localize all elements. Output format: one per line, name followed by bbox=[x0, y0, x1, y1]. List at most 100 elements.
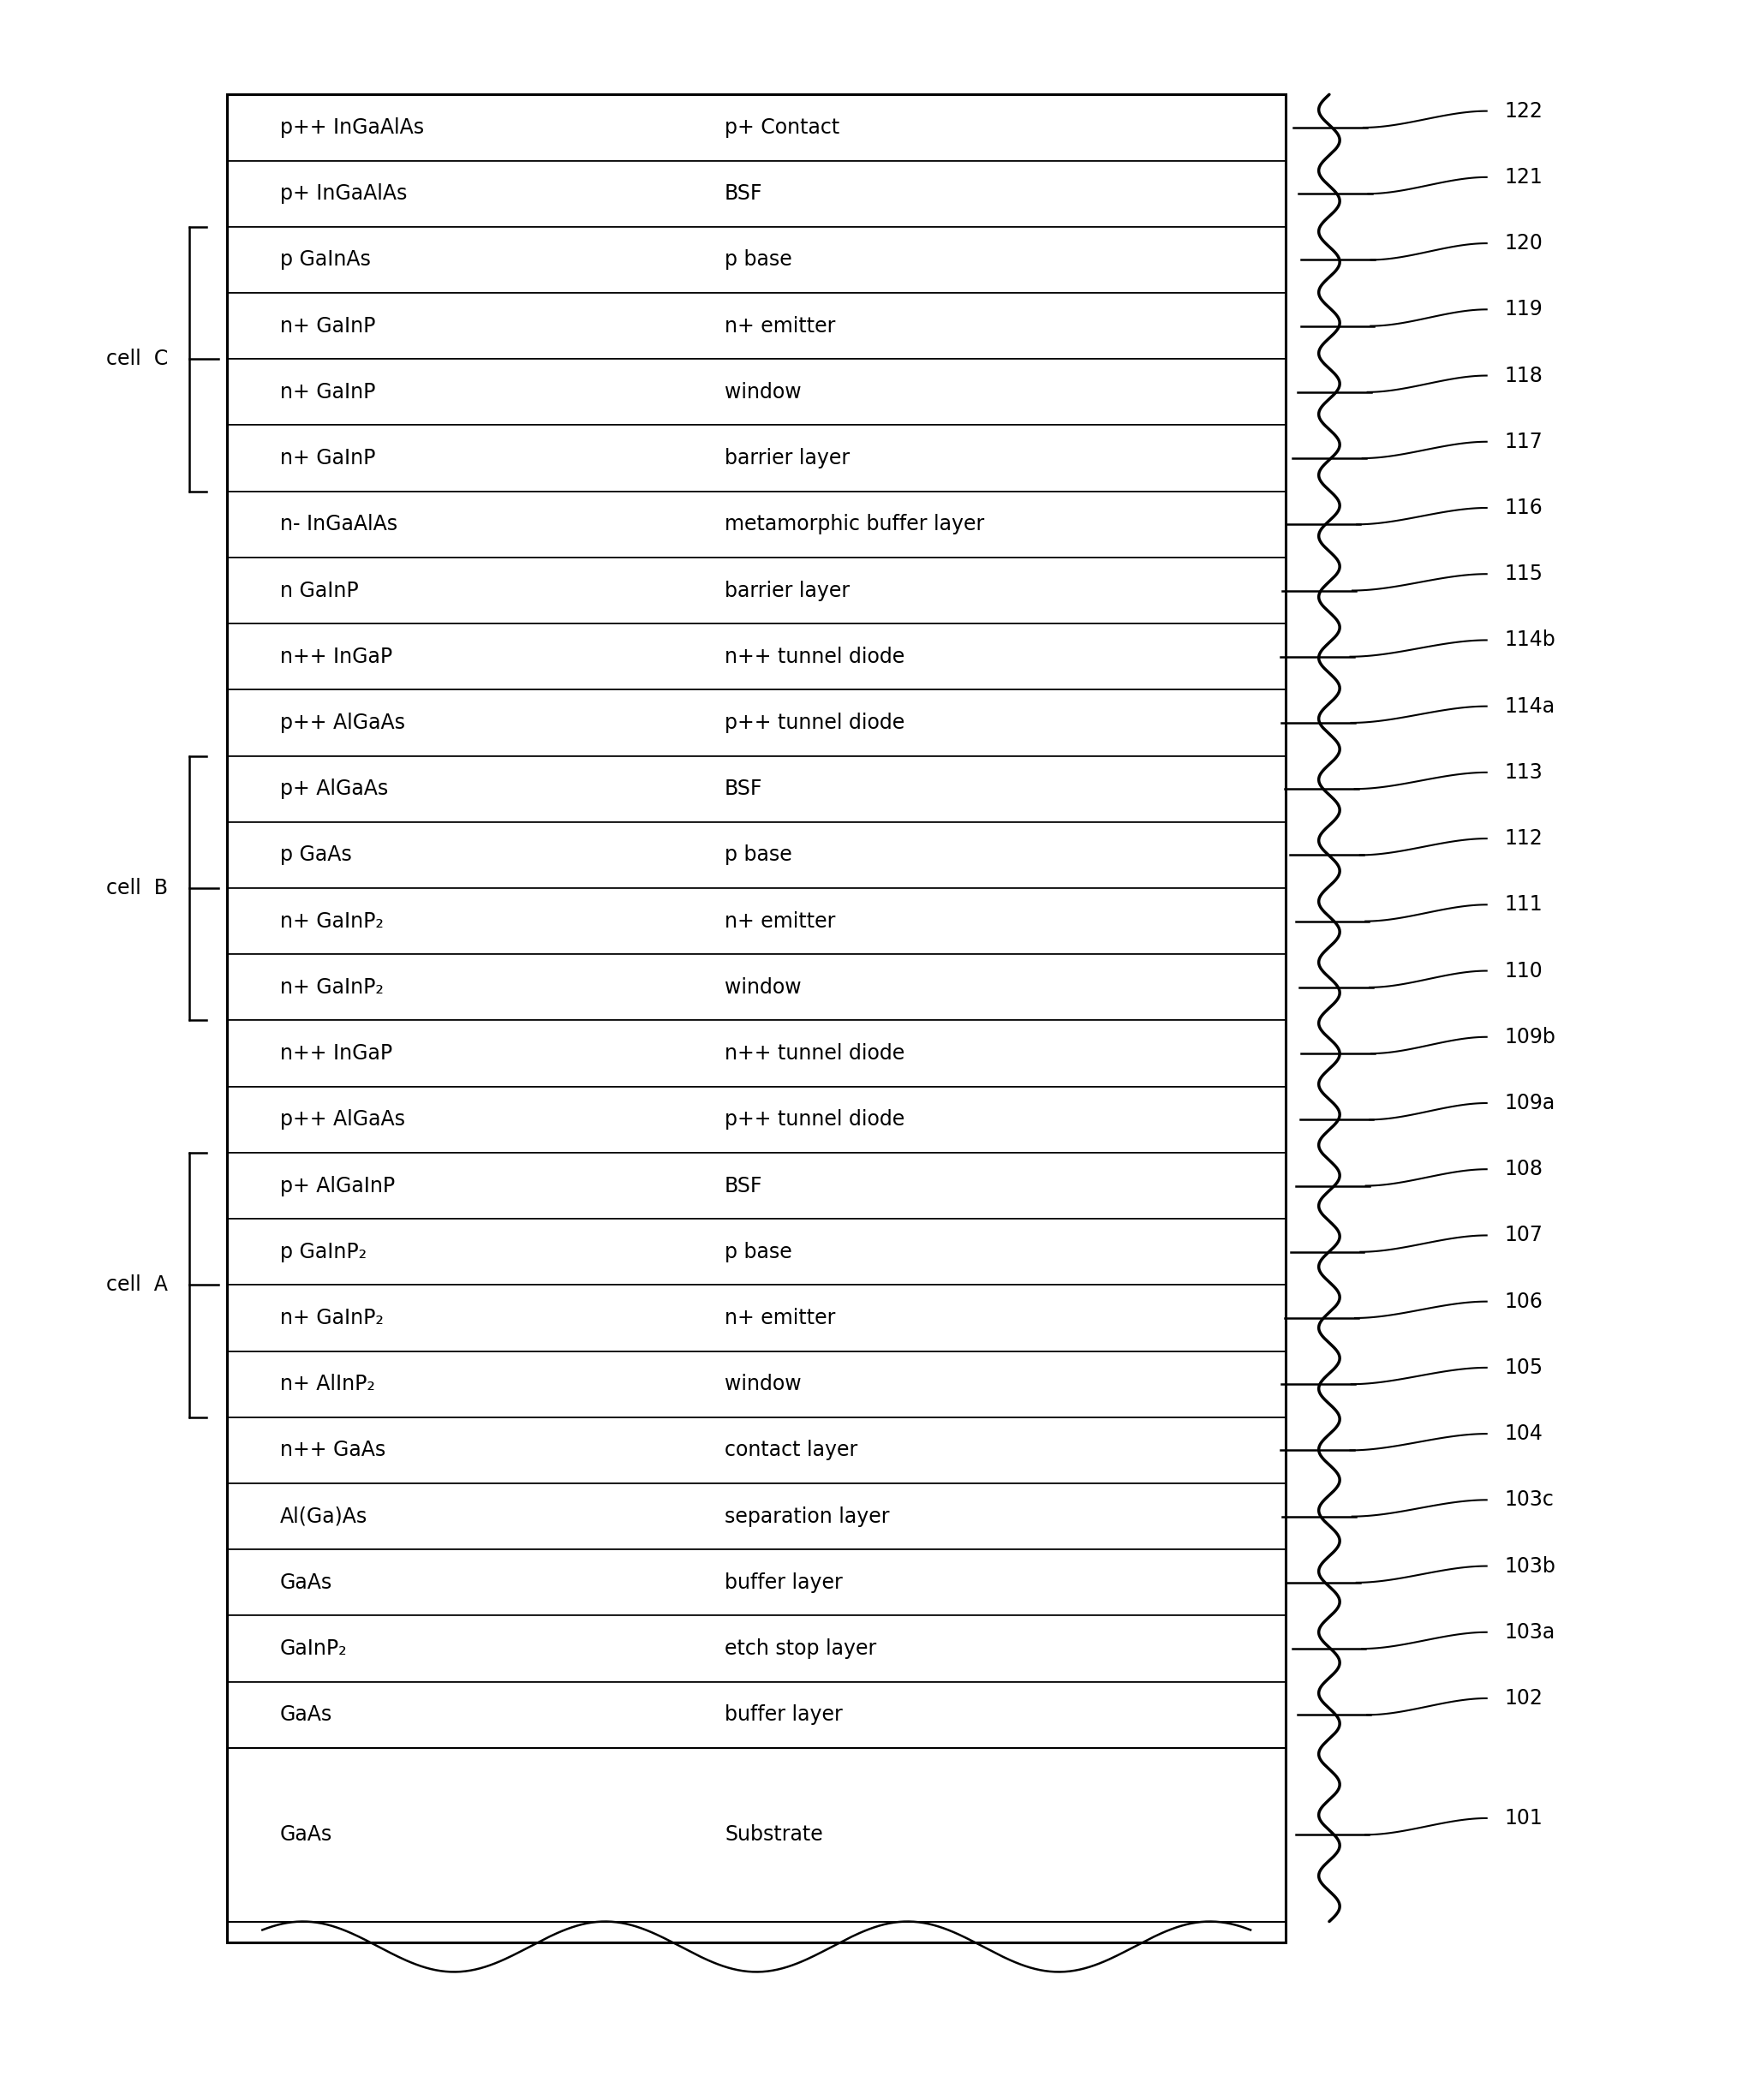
Bar bbox=[227, 557, 1286, 624]
Text: 107: 107 bbox=[1504, 1224, 1543, 1245]
Text: 114a: 114a bbox=[1504, 695, 1555, 716]
Text: 111: 111 bbox=[1504, 895, 1543, 916]
Text: window: window bbox=[724, 1373, 801, 1394]
Text: n++ tunnel diode: n++ tunnel diode bbox=[724, 647, 904, 668]
Text: p GaAs: p GaAs bbox=[280, 844, 352, 865]
Bar bbox=[227, 94, 1286, 1943]
Text: p base: p base bbox=[724, 844, 792, 865]
Bar bbox=[227, 1285, 1286, 1350]
Bar bbox=[227, 160, 1286, 227]
Text: p++ tunnel diode: p++ tunnel diode bbox=[724, 1109, 904, 1130]
Bar bbox=[227, 1682, 1286, 1747]
Text: BSF: BSF bbox=[724, 1176, 763, 1197]
Text: n+ emitter: n+ emitter bbox=[724, 315, 836, 336]
Text: n+ GaInP₂: n+ GaInP₂ bbox=[280, 977, 383, 998]
Bar bbox=[227, 491, 1286, 556]
Text: metamorphic buffer layer: metamorphic buffer layer bbox=[724, 514, 985, 536]
Bar bbox=[227, 1747, 1286, 1922]
Text: p+ AlGaInP: p+ AlGaInP bbox=[280, 1176, 395, 1197]
Bar bbox=[227, 624, 1286, 689]
Bar bbox=[227, 359, 1286, 424]
Text: n++ InGaP: n++ InGaP bbox=[280, 647, 392, 668]
Text: p GaInP₂: p GaInP₂ bbox=[280, 1241, 367, 1262]
Bar bbox=[227, 689, 1286, 756]
Text: n+ emitter: n+ emitter bbox=[724, 911, 836, 932]
Text: separation layer: separation layer bbox=[724, 1506, 890, 1527]
Bar bbox=[227, 1350, 1286, 1418]
Bar bbox=[227, 292, 1286, 359]
Bar bbox=[227, 821, 1286, 888]
Text: 109b: 109b bbox=[1504, 1027, 1555, 1048]
Text: 113: 113 bbox=[1504, 762, 1543, 783]
Text: buffer layer: buffer layer bbox=[724, 1705, 843, 1724]
Text: cell  C: cell C bbox=[107, 349, 168, 370]
Text: n+ GaInP: n+ GaInP bbox=[280, 315, 376, 336]
Text: 122: 122 bbox=[1504, 101, 1543, 122]
Text: n+ emitter: n+ emitter bbox=[724, 1308, 836, 1329]
Text: 102: 102 bbox=[1504, 1688, 1543, 1709]
Text: Al(Ga)As: Al(Ga)As bbox=[280, 1506, 367, 1527]
Text: 103b: 103b bbox=[1504, 1556, 1555, 1577]
Text: Substrate: Substrate bbox=[724, 1825, 824, 1846]
Text: n++ GaAs: n++ GaAs bbox=[280, 1441, 385, 1462]
Text: 106: 106 bbox=[1504, 1292, 1543, 1312]
Bar bbox=[227, 1615, 1286, 1682]
Bar bbox=[227, 888, 1286, 953]
Text: 103a: 103a bbox=[1504, 1621, 1555, 1642]
Text: 116: 116 bbox=[1504, 498, 1543, 519]
Text: GaAs: GaAs bbox=[280, 1573, 332, 1594]
Text: GaAs: GaAs bbox=[280, 1825, 332, 1846]
Text: 105: 105 bbox=[1504, 1357, 1543, 1378]
Text: cell  B: cell B bbox=[107, 878, 168, 899]
Text: window: window bbox=[724, 977, 801, 998]
Text: n+ GaInP₂: n+ GaInP₂ bbox=[280, 1308, 383, 1329]
Text: GaInP₂: GaInP₂ bbox=[280, 1638, 348, 1659]
Text: p+ AlGaAs: p+ AlGaAs bbox=[280, 779, 388, 800]
Text: 109a: 109a bbox=[1504, 1092, 1555, 1113]
Text: contact layer: contact layer bbox=[724, 1441, 857, 1462]
Text: p base: p base bbox=[724, 1241, 792, 1262]
Bar bbox=[227, 1086, 1286, 1153]
Text: n+ GaInP: n+ GaInP bbox=[280, 447, 376, 468]
Bar bbox=[227, 1550, 1286, 1615]
Bar bbox=[227, 1418, 1286, 1483]
Text: n+ GaInP: n+ GaInP bbox=[280, 382, 376, 403]
Text: p GaInAs: p GaInAs bbox=[280, 250, 371, 271]
Text: n+ GaInP₂: n+ GaInP₂ bbox=[280, 911, 383, 932]
Text: n- InGaAlAs: n- InGaAlAs bbox=[280, 514, 397, 536]
Text: barrier layer: barrier layer bbox=[724, 447, 850, 468]
Bar bbox=[227, 953, 1286, 1021]
Bar bbox=[227, 1483, 1286, 1550]
Text: 119: 119 bbox=[1504, 298, 1543, 319]
Text: window: window bbox=[724, 382, 801, 403]
Text: 120: 120 bbox=[1504, 233, 1543, 254]
Text: 115: 115 bbox=[1504, 563, 1543, 584]
Text: n++ InGaP: n++ InGaP bbox=[280, 1044, 392, 1065]
Text: etch stop layer: etch stop layer bbox=[724, 1638, 876, 1659]
Bar bbox=[227, 1153, 1286, 1218]
Text: n GaInP: n GaInP bbox=[280, 580, 359, 601]
Text: p++ AlGaAs: p++ AlGaAs bbox=[280, 712, 404, 733]
Text: 117: 117 bbox=[1504, 430, 1543, 452]
Text: cell  A: cell A bbox=[107, 1275, 168, 1296]
Text: GaAs: GaAs bbox=[280, 1705, 332, 1724]
Text: 103c: 103c bbox=[1504, 1489, 1553, 1510]
Text: n++ tunnel diode: n++ tunnel diode bbox=[724, 1044, 904, 1065]
Text: 110: 110 bbox=[1504, 960, 1543, 981]
Text: BSF: BSF bbox=[724, 779, 763, 800]
Text: 101: 101 bbox=[1504, 1808, 1543, 1829]
Bar bbox=[227, 227, 1286, 292]
Text: 121: 121 bbox=[1504, 166, 1543, 187]
Text: 104: 104 bbox=[1504, 1424, 1543, 1445]
Text: buffer layer: buffer layer bbox=[724, 1573, 843, 1594]
Text: 114b: 114b bbox=[1504, 630, 1555, 651]
Text: 108: 108 bbox=[1504, 1159, 1543, 1180]
Text: 118: 118 bbox=[1504, 365, 1543, 386]
Text: barrier layer: barrier layer bbox=[724, 580, 850, 601]
Bar bbox=[227, 1021, 1286, 1086]
Text: 112: 112 bbox=[1504, 827, 1543, 848]
Bar bbox=[227, 94, 1286, 160]
Text: p++ InGaAlAs: p++ InGaAlAs bbox=[280, 118, 423, 139]
Text: p+ InGaAlAs: p+ InGaAlAs bbox=[280, 183, 408, 204]
Bar bbox=[227, 424, 1286, 491]
